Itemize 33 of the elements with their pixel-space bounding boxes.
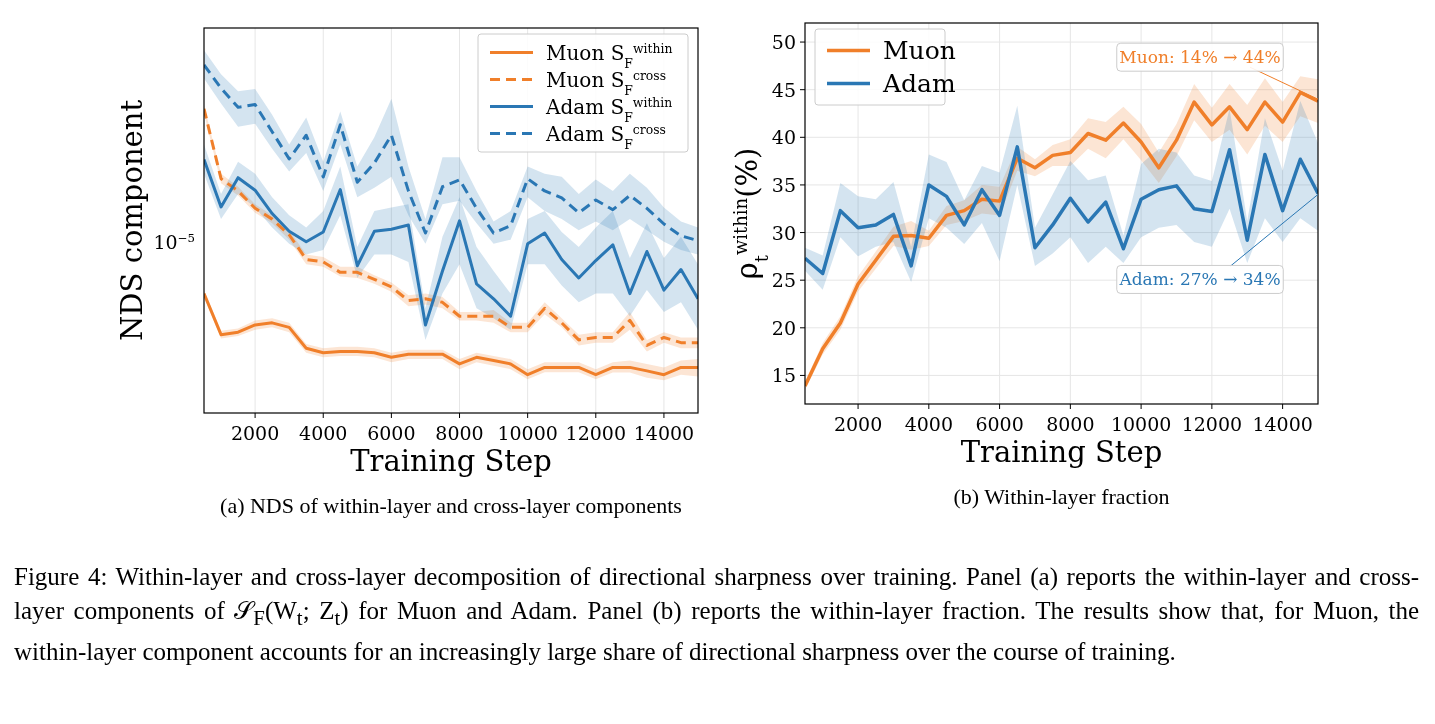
y-tick-label: 15	[771, 364, 796, 387]
x-tick-label: 10000	[497, 422, 558, 444]
y-tick-label: 50	[771, 31, 796, 54]
text: (a) NDS of within-layer and cross-layer components	[220, 493, 682, 518]
x-tick-label: 8000	[1046, 413, 1095, 435]
x-tick-label: 12000	[565, 422, 627, 444]
y-tick-label: 20	[771, 316, 796, 339]
x-tick-label: 14000	[1252, 413, 1313, 435]
annotation: Muon: 14% → 44%	[1119, 47, 1281, 68]
text: Figure 4: Within-layer and cross-layer decomposition of directional sharpness over training. Panel (a) reports the within-layer and cross-layer components of 𝒮$_{F}$(W$_{t}$; Z$_{t}$) for Muon and Adam. Panel (b) reports the within-layer fraction. The results show that, for Muon, the within-layer component accounts for an increasingly large share of directional sharpness over the course of training.	[14, 563, 1420, 665]
x-tick-label: 12000	[1181, 413, 1243, 435]
text: 10$^{−5}$	[153, 230, 195, 253]
y-tick-label: 40	[771, 126, 796, 149]
x-tick-label: 14000	[633, 422, 695, 444]
text: (b) Within-layer fraction	[953, 484, 1170, 509]
annotation: Adam: 27% → 34%	[1118, 269, 1281, 290]
x-tick-label: 8000	[435, 422, 484, 444]
x-axis-title: Training Step	[350, 444, 552, 478]
legend-label: Adam	[882, 69, 956, 99]
x-tick-label: 6000	[975, 413, 1024, 435]
x-tick-label: 4000	[904, 413, 954, 435]
y-axis-title: NDS component	[115, 99, 149, 342]
x-axis-title: Training Step	[960, 435, 1163, 469]
y-tick-label: 35	[771, 173, 796, 196]
x-tick-label: 2000	[833, 413, 883, 435]
x-tick-label: 2000	[230, 422, 280, 444]
x-tick-label: 10000	[1110, 413, 1172, 435]
y-tick-label: 30	[771, 221, 796, 244]
x-tick-label: 6000	[367, 422, 416, 444]
y-tick-label: 25	[771, 269, 796, 292]
legend-label: Muon	[883, 36, 956, 66]
y-tick-label: 45	[771, 78, 796, 101]
x-tick-label: 4000	[299, 422, 348, 444]
